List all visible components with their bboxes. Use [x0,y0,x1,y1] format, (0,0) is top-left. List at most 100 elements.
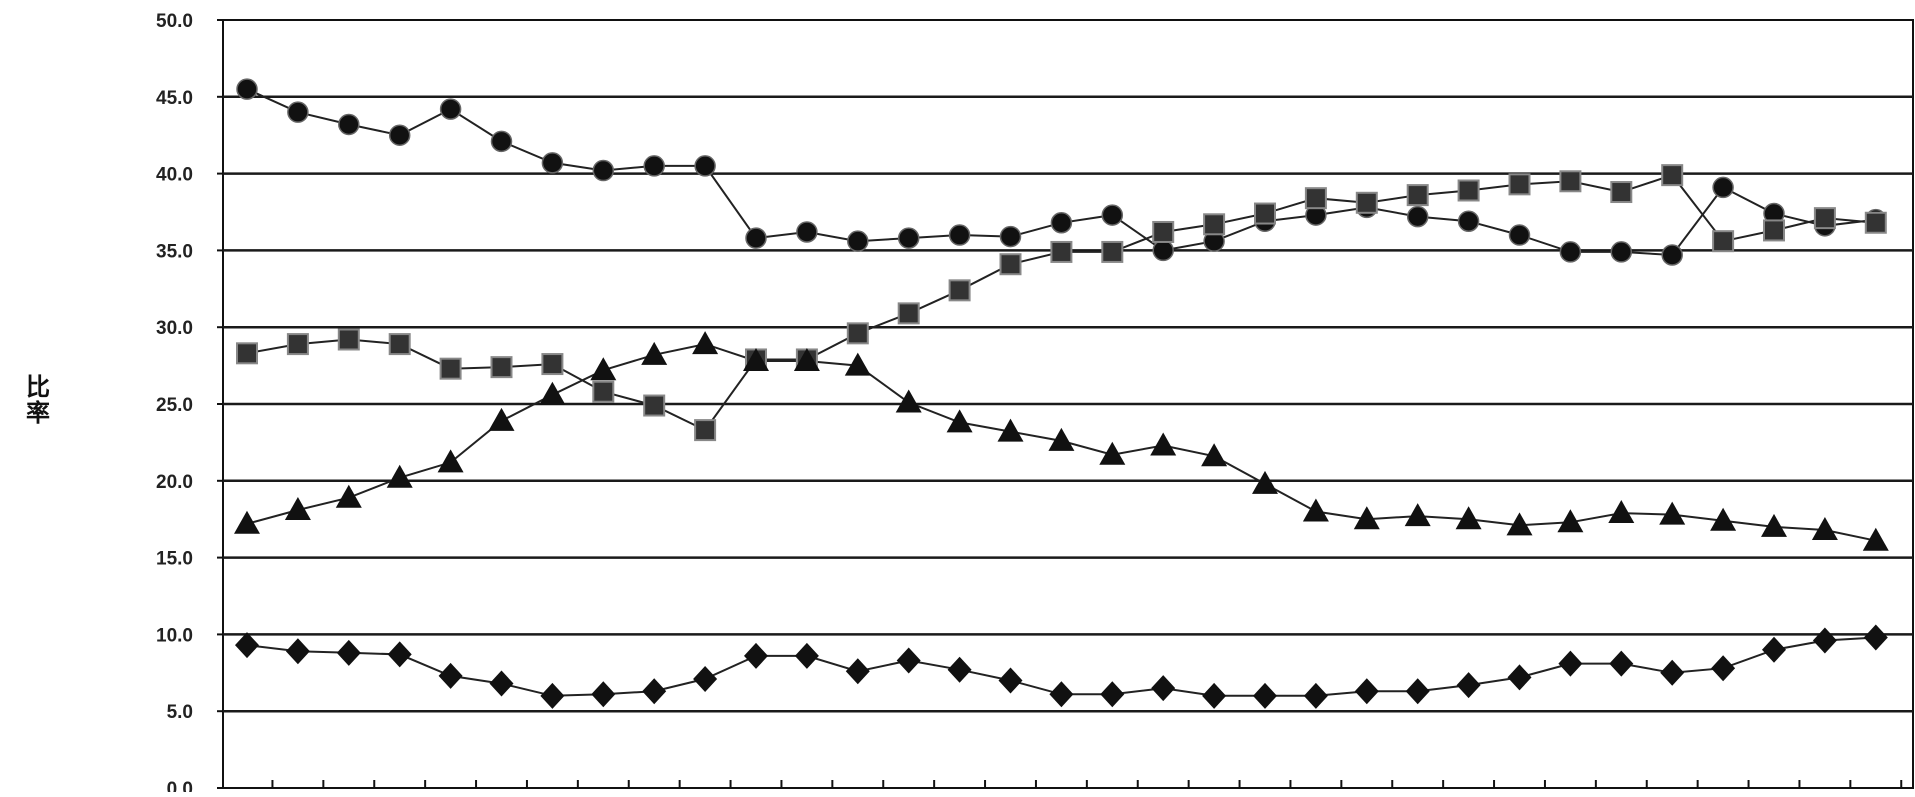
data-point-square [1864,211,1887,234]
data-point-circle [439,98,462,120]
data-point-triangle [1659,501,1686,525]
data-point-triangle [997,418,1024,442]
data-point-square [897,302,920,325]
data-point-circle [1508,224,1531,246]
data-point-square [999,253,1022,276]
data-point-diamond [438,662,463,689]
data-point-square [439,357,462,380]
data-point-triangle [1811,516,1838,540]
y-tick-label: 35.0 [156,241,193,262]
data-point-diamond [845,658,870,685]
data-point-diamond [1303,682,1328,709]
data-point-diamond [1863,624,1888,651]
data-point-triangle [641,341,668,365]
data-point-diamond [1253,682,1277,709]
data-point-circle [1661,244,1683,266]
data-point-triangle [1252,470,1278,494]
data-point-triangle [1404,503,1431,527]
data-point-diamond [1812,627,1837,654]
data-point-triangle [539,381,566,405]
data-point-diamond [1660,659,1685,686]
data-point-triangle [590,357,617,381]
data-point-diamond [1049,681,1074,708]
data-point-triangle [1710,507,1737,531]
data-point-diamond [1354,678,1379,705]
data-point-square [846,322,869,345]
data-point-diamond [336,639,361,666]
data-point-square [1610,181,1633,204]
data-point-triangle [1455,506,1482,530]
data-point-triangle [335,484,362,508]
data-point-square [1813,207,1836,230]
data-point-square [388,333,411,356]
data-point-circle [694,155,716,177]
y-axis-label: 比率 [21,374,50,426]
data-point-square [643,394,666,417]
y-tick-label: 25.0 [156,395,193,416]
data-point-diamond [693,665,718,692]
y-tick-label: 0.0 [167,779,193,792]
data-point-circle [1559,241,1582,263]
data-point-square [592,380,615,403]
data-point-diamond [744,642,768,669]
data-point-diamond [1405,678,1430,705]
data-point-triangle [1201,443,1228,467]
data-point-square [1304,187,1327,210]
data-point-square [1457,179,1480,202]
y-tick-label: 45.0 [156,88,193,109]
data-point-square [286,333,309,356]
data-point-circle [490,130,513,153]
data-point-triangle [1557,509,1584,533]
y-tick-label: 40.0 [156,165,193,186]
data-point-square [1254,202,1276,225]
data-point-triangle [386,464,413,488]
data-point-diamond [591,681,616,708]
data-point-triangle [1099,441,1126,465]
data-point-square [541,353,564,376]
data-point-circle [236,78,258,100]
data-point-triangle [488,407,515,431]
data-point-circle [592,159,615,182]
data-point-circle [1712,176,1734,199]
y-tick-label: 15.0 [156,549,193,570]
data-point-triangle [1353,506,1380,530]
data-point-diamond [896,647,921,674]
data-point-square [948,279,971,302]
data-point-circle [541,152,564,174]
data-point-circle [287,101,309,123]
y-tick-label: 5.0 [167,702,193,723]
data-point-triangle [1150,432,1177,456]
data-point-circle [1152,239,1174,262]
data-point-triangle [743,347,769,371]
data-point-diamond [1558,650,1583,677]
data-point-triangle [1302,498,1329,522]
data-point-square [1101,240,1124,263]
y-tick-label: 30.0 [156,318,193,339]
data-point-circle [643,155,665,177]
data-point-triangle [1608,500,1635,524]
data-point-diamond [1456,672,1481,699]
data-point-diamond [794,642,819,669]
data-point-triangle [1761,513,1787,537]
data-point-diamond [998,667,1023,694]
data-point-circle [999,225,1022,248]
data-point-square [1508,173,1531,196]
y-tick-label: 20.0 [156,472,193,493]
data-point-triangle [437,449,464,473]
data-point-square [1661,164,1684,187]
data-point-diamond [1762,636,1786,663]
data-point-diamond [1100,681,1125,708]
data-point-square [1152,220,1175,243]
data-point-triangle [946,409,973,433]
data-point-square [1406,184,1429,207]
data-point-triangle [1506,512,1533,536]
data-point-diamond [387,641,412,668]
data-point-square [1712,230,1735,253]
data-point-square [1355,191,1378,214]
data-point-triangle [692,331,719,355]
data-point-triangle [793,347,820,371]
data-point-diamond [235,632,259,659]
data-point-diamond [285,638,310,665]
data-point-diamond [1609,650,1634,677]
